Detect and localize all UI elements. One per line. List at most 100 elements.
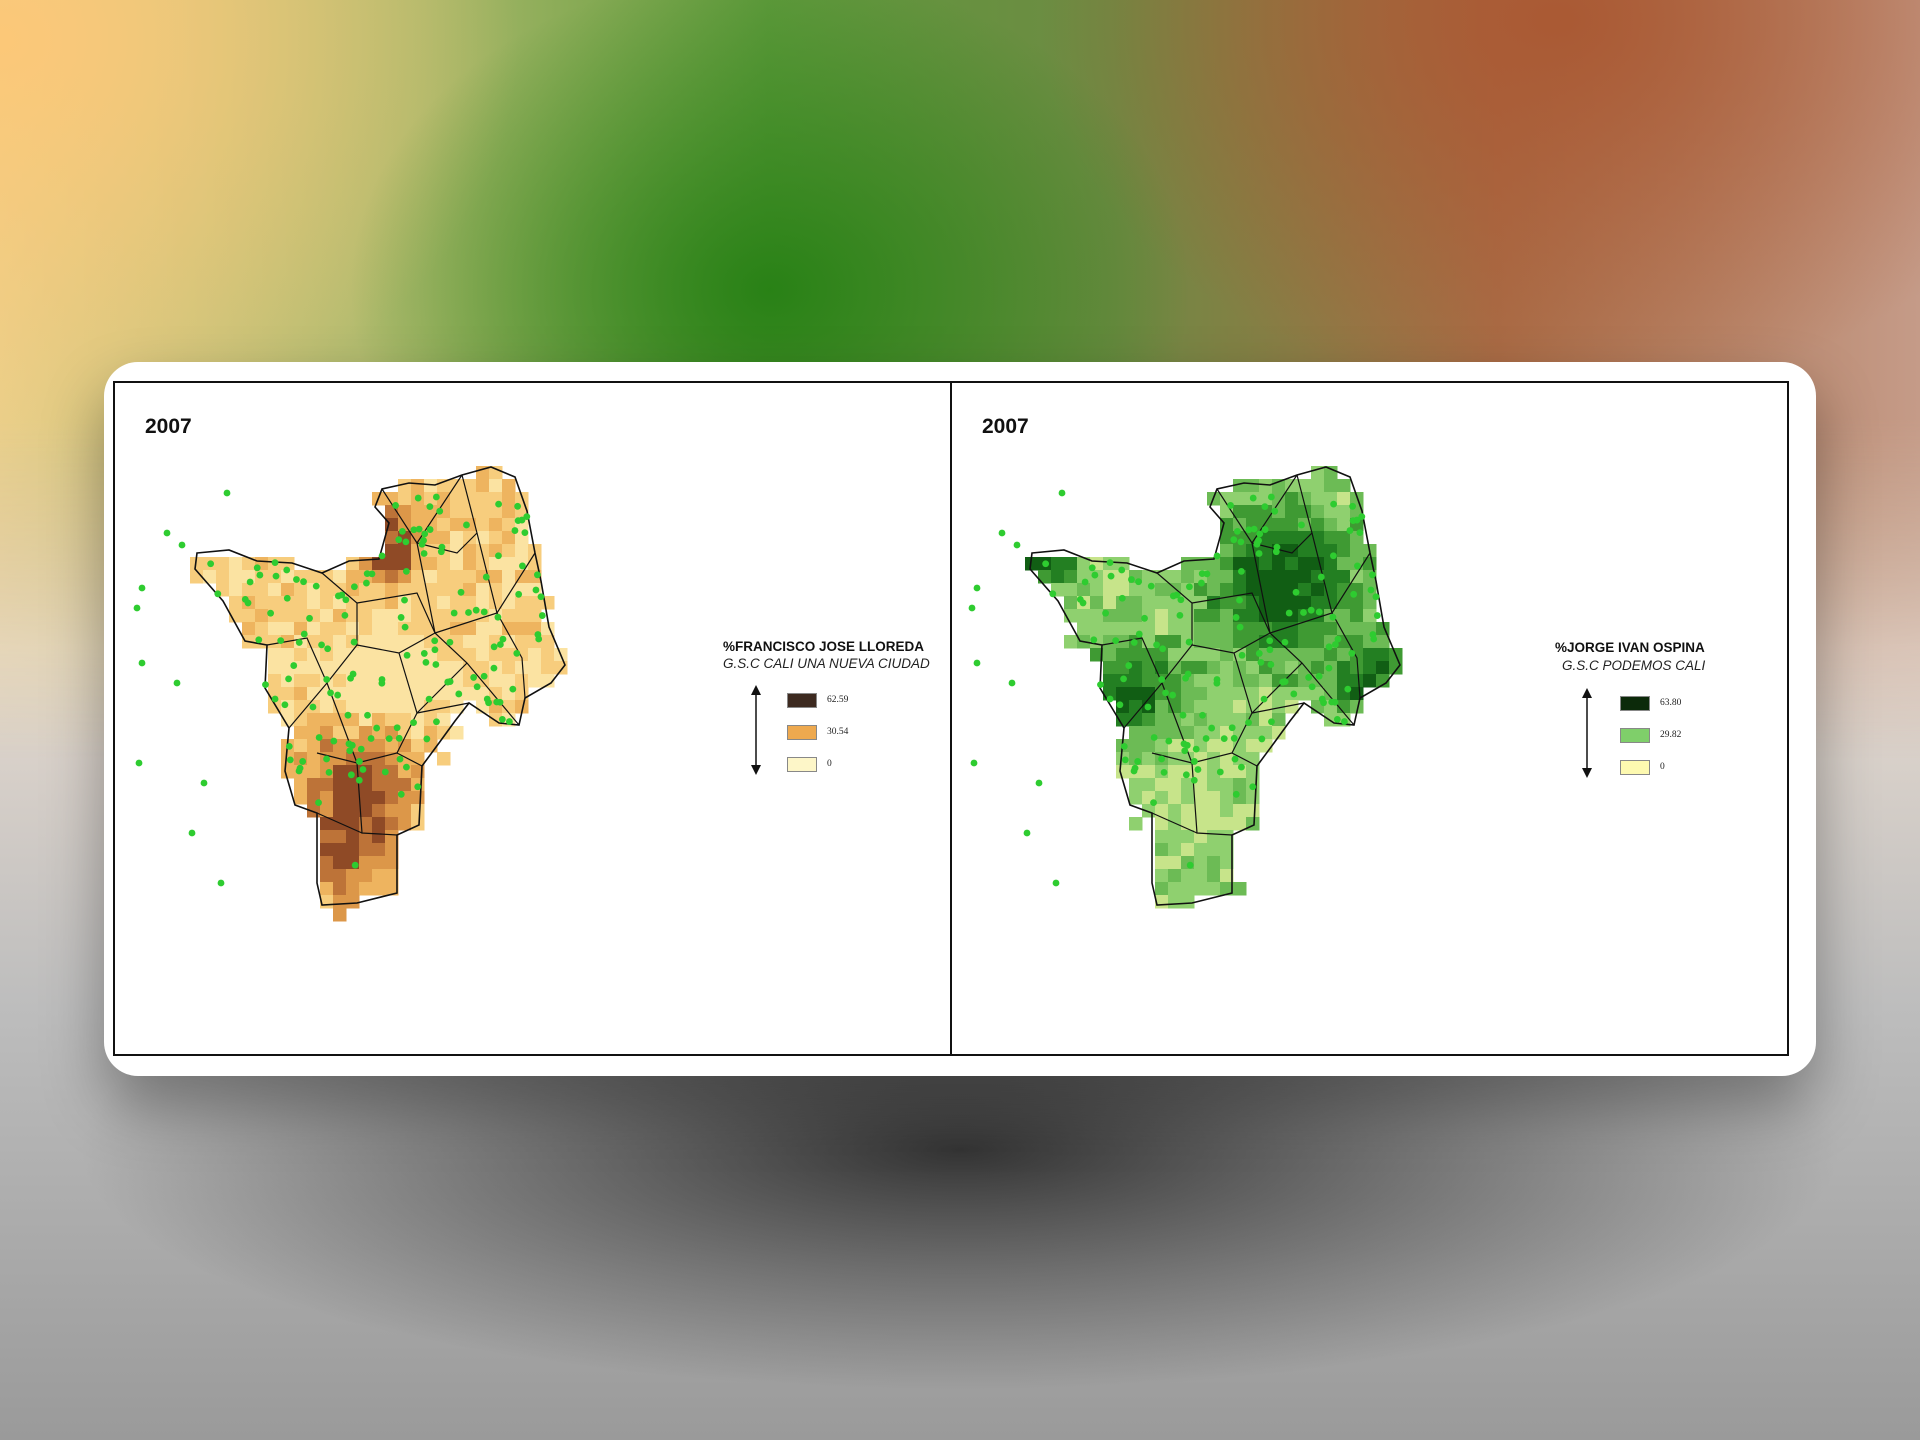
polling-station-dot	[1192, 745, 1200, 753]
polling-station-dot	[1150, 734, 1158, 741]
raster-cell	[203, 570, 217, 584]
polling-station-dot	[281, 701, 289, 709]
polling-station-dot	[271, 559, 279, 567]
raster-cell	[424, 596, 438, 610]
raster-cell	[346, 843, 360, 857]
raster-cell	[489, 687, 503, 701]
raster-cell	[255, 583, 269, 597]
raster-cell	[424, 557, 438, 571]
polling-station-dot	[1237, 538, 1245, 546]
raster-cell	[1285, 492, 1299, 506]
raster-cell	[1207, 778, 1221, 792]
raster-cell	[385, 700, 399, 714]
polling-station-dot	[1158, 755, 1165, 763]
raster-cell	[385, 570, 399, 584]
raster-cell	[229, 583, 243, 597]
raster-cell	[1233, 661, 1247, 675]
raster-cell	[1168, 791, 1182, 805]
polling-station-dot	[133, 604, 141, 612]
raster-cell	[463, 570, 477, 584]
raster-cell	[1246, 596, 1260, 610]
polling-station-dot	[1255, 537, 1262, 544]
raster-cell	[385, 817, 399, 831]
raster-cell	[346, 661, 360, 675]
raster-cell	[1168, 843, 1182, 857]
raster-cell	[437, 700, 451, 714]
polling-station-dot	[1135, 578, 1142, 586]
polling-station-dot	[300, 578, 307, 586]
polling-station-dot	[973, 584, 981, 592]
raster-cell	[1168, 570, 1182, 584]
raster-cell	[359, 882, 373, 896]
raster-cell	[476, 648, 490, 662]
raster-cell	[385, 869, 399, 883]
raster-cell	[1324, 505, 1338, 519]
polling-station-dot	[1372, 593, 1380, 601]
polling-station-dot	[1255, 550, 1263, 557]
raster-cell	[1350, 492, 1364, 506]
raster-cell	[1129, 583, 1143, 597]
raster-cell	[1337, 544, 1351, 558]
raster-cell	[1220, 765, 1234, 779]
raster-cell	[489, 570, 503, 584]
polling-station-dot	[363, 579, 370, 587]
polling-station-dot	[1090, 636, 1098, 644]
raster-cell	[1129, 596, 1143, 610]
raster-cell	[346, 700, 360, 714]
raster-cell	[281, 713, 295, 727]
raster-cell	[385, 791, 399, 805]
raster-cell	[1181, 804, 1195, 818]
raster-cell	[1220, 635, 1234, 649]
raster-cell	[398, 804, 412, 818]
raster-cell	[1246, 622, 1260, 636]
raster-cell	[437, 687, 451, 701]
raster-cell	[411, 739, 425, 753]
raster-cell	[554, 661, 568, 675]
raster-cell	[515, 492, 529, 506]
district-boundary	[1331, 612, 1361, 699]
polling-station-dot	[401, 623, 409, 631]
raster-cell	[385, 674, 399, 688]
raster-cell	[1337, 622, 1351, 636]
polling-station-dot	[367, 735, 375, 742]
legend-swatch-high	[1620, 696, 1650, 711]
raster-cell	[1350, 609, 1364, 623]
raster-cell	[411, 687, 425, 701]
polling-station-dot	[299, 758, 307, 765]
raster-cell	[1246, 609, 1260, 623]
legend-range-arrow-icon	[751, 685, 761, 775]
raster-cell	[372, 791, 386, 805]
raster-cell	[1077, 622, 1091, 636]
raster-cell	[489, 648, 503, 662]
raster-cell	[294, 583, 308, 597]
polling-station-dot	[283, 566, 291, 574]
raster-cell	[333, 713, 347, 727]
raster-cell	[1220, 830, 1234, 844]
polling-station-dot	[511, 527, 519, 534]
polling-station-dot	[1257, 658, 1265, 666]
raster-cell	[528, 609, 542, 623]
polling-station-dot	[1079, 599, 1087, 607]
polling-station-dot	[480, 672, 488, 680]
raster-cell	[333, 804, 347, 818]
raster-cell	[1220, 661, 1234, 675]
raster-cell	[541, 661, 555, 675]
polling-station-dot	[1125, 662, 1133, 669]
raster-cell	[1155, 882, 1169, 896]
raster-cell	[502, 479, 516, 493]
polling-station-dot	[350, 583, 358, 591]
raster-cell	[294, 713, 308, 727]
raster-cell	[385, 843, 399, 857]
raster-cell	[190, 570, 204, 584]
polling-station-dot	[973, 659, 981, 667]
figure-card: 2007 %FRANCISCO JOSE LLOREDA G.S.C CALI …	[104, 362, 1816, 1076]
raster-cell	[1155, 726, 1169, 740]
raster-cell	[1272, 531, 1286, 545]
polling-station-dot	[290, 662, 298, 669]
raster-cell	[463, 596, 477, 610]
raster-cell	[1155, 661, 1169, 675]
raster-cell	[385, 635, 399, 649]
raster-cell	[1311, 635, 1325, 649]
raster-cell	[372, 713, 386, 727]
raster-cell	[346, 869, 360, 883]
